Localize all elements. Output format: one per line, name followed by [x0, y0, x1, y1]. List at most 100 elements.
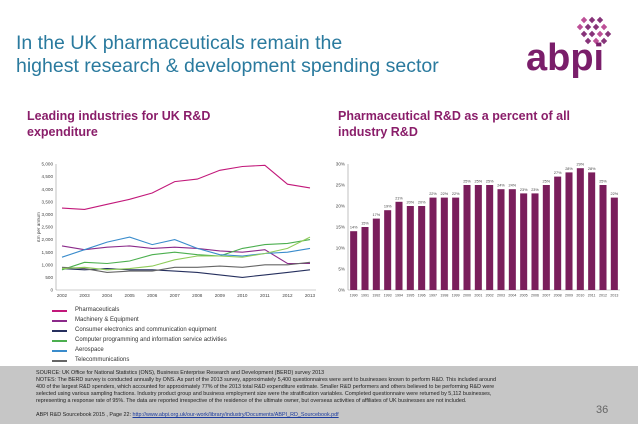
logo-diamond	[604, 30, 612, 38]
logo-diamond	[596, 30, 604, 38]
bar	[531, 193, 539, 290]
logo-diamond	[592, 23, 600, 31]
bar-data-label: 22%	[429, 192, 437, 196]
bar	[599, 185, 607, 290]
bar-chart-y-tick-label: 30%	[336, 162, 345, 167]
line-chart-x-tick-label: 2013	[305, 293, 316, 298]
source-reference: ABPI R&D Sourcebook 2015 , Page 22: http…	[36, 412, 596, 419]
bar-data-label: 20%	[418, 201, 426, 205]
line-chart-y-tick-label: 2,500	[42, 225, 54, 230]
bar	[406, 206, 414, 290]
logo-text: abpi	[526, 37, 604, 79]
bar-chart-y-tick-label: 0%	[338, 288, 345, 293]
bar-data-label: 24%	[509, 184, 517, 188]
legend-item: Telecommunications	[52, 356, 322, 366]
abpi-logo: abpi	[526, 16, 612, 79]
bar	[610, 197, 618, 290]
bar-chart-x-tick-label: 2000	[463, 294, 471, 298]
logo-diamond	[584, 37, 592, 45]
bar-chart-x-tick-label: 1997	[429, 294, 437, 298]
line-series	[61, 261, 311, 273]
bar-chart-x-tick-label: 2002	[486, 294, 494, 298]
source-notes: SOURCE: UK Office for National Statistic…	[0, 366, 638, 424]
line-chart-x-tick-label: 2007	[170, 293, 181, 298]
bar	[486, 185, 494, 290]
bar-chart-x-tick-label: 1998	[440, 294, 448, 298]
source-line-5: representing a response rate of 95%. The…	[36, 398, 467, 404]
legend-swatch	[52, 350, 67, 352]
bar-chart-y-tick-label: 10%	[336, 246, 345, 251]
bar-data-label: 22%	[452, 192, 460, 196]
line-chart-y-tick-label: 2,000	[42, 237, 54, 242]
logo-diamond	[600, 37, 608, 45]
bar-chart-y-tick-label: 15%	[336, 225, 345, 230]
bar	[474, 185, 482, 290]
bar-data-label: 27%	[554, 171, 562, 175]
line-chart-y-tick-label: 5,000	[42, 162, 54, 167]
bar-chart-x-tick-label: 1991	[361, 294, 369, 298]
slide-title: In the UK pharmaceuticals remain the hig…	[16, 32, 476, 78]
source-reference-prefix: ABPI R&D Sourcebook 2015 , Page 22:	[36, 412, 133, 418]
bar	[429, 197, 437, 290]
bar	[565, 172, 573, 290]
bar-chart-x-tick-label: 1999	[452, 294, 460, 298]
bar-chart-x-tick-label: 1996	[418, 294, 426, 298]
bar	[350, 231, 358, 290]
bar-chart-x-tick-label: 1993	[384, 294, 392, 298]
line-chart-y-tick-label: 500	[45, 275, 53, 280]
line-chart-x-tick-label: 2009	[215, 293, 226, 298]
bar	[418, 206, 426, 290]
bar-data-label: 20%	[407, 201, 415, 205]
bar-chart-x-tick-label: 1994	[395, 294, 403, 298]
line-chart-y-tick-label: 3,500	[42, 199, 54, 204]
bar	[554, 176, 562, 290]
bar-chart-title-line-2: industry R&D	[338, 125, 418, 139]
line-chart-x-tick-label: 2012	[282, 293, 293, 298]
slide-title-line-1: In the UK pharmaceuticals remain the	[16, 32, 343, 54]
page-number: 36	[596, 404, 609, 416]
line-chart-x-tick-label: 2005	[125, 293, 136, 298]
bar	[508, 189, 516, 290]
legend-label: Aerospace	[75, 347, 104, 353]
bar-chart-x-tick-label: 2011	[588, 294, 596, 298]
bar-data-label: 28%	[565, 167, 573, 171]
bar-chart-x-tick-label: 1995	[406, 294, 414, 298]
line-chart-title-line-1: Leading industries for UK R&D	[27, 109, 211, 123]
bar-chart: 0% 5% 10% 15% 20% 25% 30% 14% 1990 15% 1991 17% 1992…	[336, 162, 620, 298]
logo-diamond	[576, 23, 584, 31]
bar-chart-x-tick-label: 2004	[508, 294, 516, 298]
bar-chart-x-tick-label: 2006	[531, 294, 539, 298]
sourcebook-link[interactable]: http://www.abpi.org.uk/our-work/library/…	[132, 412, 339, 418]
bar	[463, 185, 471, 290]
legend-label: Consumer electronics and communication e…	[75, 327, 217, 333]
bar-data-label: 17%	[373, 213, 381, 217]
bar-data-label: 24%	[497, 184, 505, 188]
bar-chart-x-tick-label: 2007	[542, 294, 550, 298]
bar-chart-x-tick-label: 2005	[520, 294, 528, 298]
logo-diamond	[580, 16, 588, 24]
line-chart-x-tick-label: 2010	[237, 293, 248, 298]
bar-data-label: 23%	[520, 188, 528, 192]
bar-chart-x-tick-label: 1992	[372, 294, 380, 298]
source-line-3: 400 of the largest R&D spenders, which a…	[36, 384, 495, 390]
line-chart-title-line-2: expenditure	[27, 125, 98, 139]
legend-label: Machinery & Equipment	[75, 317, 139, 323]
bar-chart-title-line-1: Pharmaceutical R&D as a percent of all	[338, 109, 571, 123]
line-chart-y-axis-label: £m per annum	[36, 212, 41, 242]
bar-data-label: 25%	[475, 180, 483, 184]
line-chart-x-tick-label: 2004	[102, 293, 113, 298]
bar-chart-x-tick-label: 2010	[576, 294, 584, 298]
bar-chart-y-tick-label: 5%	[338, 267, 345, 272]
line-chart-y-tick-label: 1,000	[42, 262, 54, 267]
legend-swatch	[52, 340, 67, 342]
line-chart-y-tick-label: 1,500	[42, 250, 54, 255]
bar	[372, 218, 380, 290]
bar	[520, 193, 528, 290]
line-chart-x-tick-label: 2011	[260, 293, 270, 298]
line-chart-y-tick-label: 3,000	[42, 212, 54, 217]
bar	[361, 227, 369, 290]
logo-diamond	[580, 30, 588, 38]
line-chart-x-tick-label: 2008	[192, 293, 203, 298]
line-chart-y-tick-label: 4,000	[42, 187, 54, 192]
source-line-4: selected using various sampling fraction…	[36, 391, 492, 397]
